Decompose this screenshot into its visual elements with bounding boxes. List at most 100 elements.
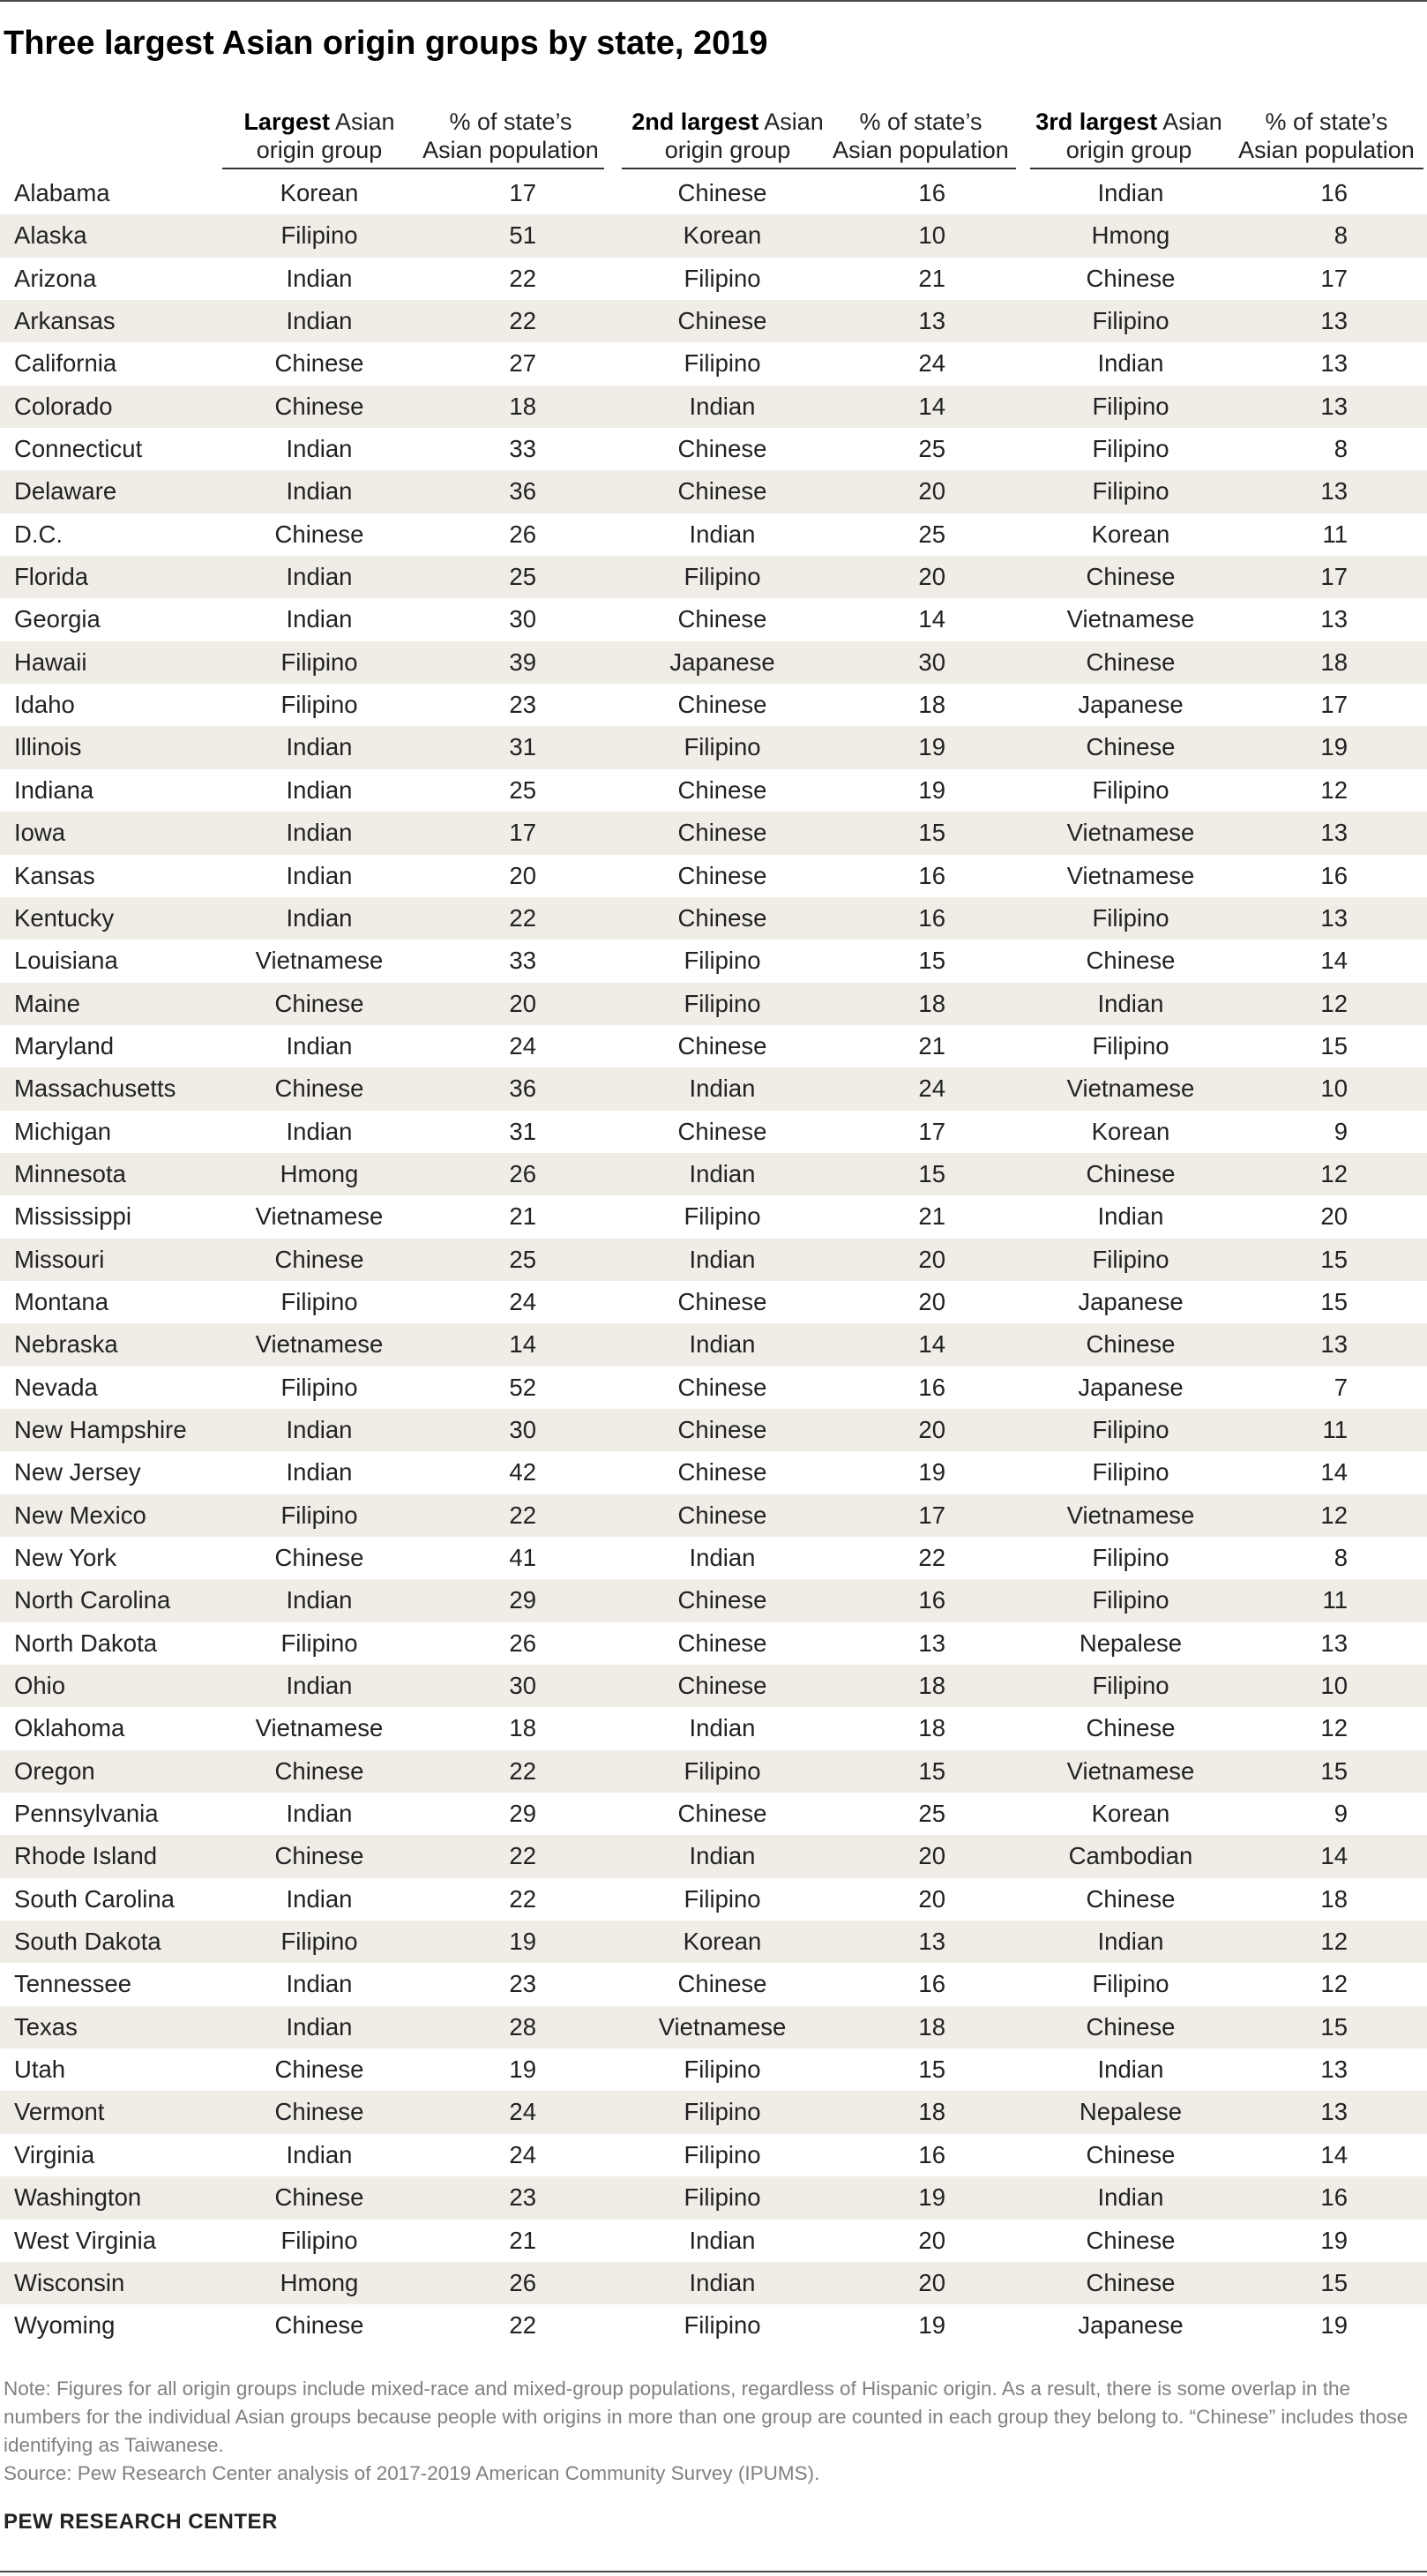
third-pct-cell: 14 <box>1320 1458 1348 1486</box>
header-second-pct-line1: % of state’s <box>859 109 982 135</box>
state-cell: Rhode Island <box>14 1842 158 1870</box>
third-group-cell: Chinese <box>1086 1884 1176 1913</box>
third-pct-cell: 13 <box>1320 1629 1348 1657</box>
bottom-rule <box>0 2571 1427 2572</box>
state-cell: Minnesota <box>14 1159 126 1187</box>
second-group-cell: Korean <box>683 221 762 250</box>
largest-pct-cell: 22 <box>509 1501 536 1529</box>
second-pct-cell: 20 <box>918 1245 945 1273</box>
largest-group-cell: Filipino <box>280 1373 358 1401</box>
largest-pct-cell: 18 <box>509 392 536 420</box>
largest-pct-cell: 22 <box>509 1884 536 1913</box>
largest-group-cell: Korean <box>280 179 359 206</box>
header-third-group: 3rd largest Asian origin group <box>1023 108 1235 178</box>
second-group-cell: Indian <box>689 392 756 420</box>
table-row: Nebraska Vietnamese 14 Indian 14 Chinese 13 <box>0 1323 1427 1367</box>
largest-group-cell: Chinese <box>274 392 364 420</box>
header-second-group-rest: Asian <box>758 109 824 135</box>
third-group-cell: Chinese <box>1086 563 1176 591</box>
second-pct-cell: 25 <box>918 435 945 463</box>
second-pct-cell: 21 <box>918 264 945 292</box>
table-row: California Chinese 27 Filipino 24 Indian 13 <box>0 342 1427 385</box>
table-row: Virginia Indian 24 Filipino 16 Chinese 14 <box>0 2134 1427 2176</box>
third-pct-cell: 19 <box>1320 2311 1348 2340</box>
second-pct-cell: 19 <box>918 2311 945 2340</box>
state-cell: New Jersey <box>14 1458 141 1486</box>
largest-group-cell: Filipino <box>280 691 358 719</box>
third-group-cell: Chinese <box>1086 264 1176 292</box>
state-cell: Maine <box>14 989 80 1017</box>
state-cell: New Mexico <box>14 1501 146 1529</box>
state-cell: South Carolina <box>14 1884 175 1913</box>
third-pct-cell: 13 <box>1320 903 1348 932</box>
third-group-cell: Nepalese <box>1079 1629 1183 1657</box>
third-pct-cell: 10 <box>1320 1672 1348 1700</box>
header-largest-pct: % of state’s Asian population <box>414 108 608 178</box>
third-group-cell: Filipino <box>1092 903 1169 932</box>
third-pct-cell: 8 <box>1334 221 1348 250</box>
third-group-cell: Chinese <box>1086 733 1176 761</box>
third-pct-cell: 13 <box>1320 477 1348 505</box>
third-group-cell: Filipino <box>1092 1970 1169 1998</box>
table-row: Alabama Korean 17 Chinese 16 Indian 16 <box>0 172 1427 214</box>
third-pct-cell: 17 <box>1320 691 1348 719</box>
third-pct-cell: 17 <box>1320 563 1348 591</box>
largest-group-cell: Indian <box>286 2012 353 2041</box>
second-pct-cell: 18 <box>918 691 945 719</box>
table-row: Tennessee Indian 23 Chinese 16 Filipino 12 <box>0 1963 1427 2005</box>
table-row: North Carolina Indian 29 Chinese 16 Filipino 1… <box>0 1579 1427 1622</box>
second-group-cell: Chinese <box>677 819 767 847</box>
third-group-cell: Vietnamese <box>1066 1075 1195 1103</box>
third-group-cell: Chinese <box>1086 648 1176 676</box>
second-group-cell: Chinese <box>677 1629 767 1657</box>
largest-group-cell: Indian <box>286 1586 353 1614</box>
largest-group-cell: Indian <box>286 1458 353 1486</box>
third-group-cell: Chinese <box>1086 2012 1176 2041</box>
second-pct-cell: 15 <box>918 947 945 975</box>
second-group-cell: Japanese <box>669 648 775 676</box>
largest-pct-cell: 31 <box>509 733 536 761</box>
largest-pct-cell: 26 <box>509 520 536 548</box>
state-cell: Ohio <box>14 1672 66 1700</box>
header-underline-largest <box>222 168 604 169</box>
header-second-group-bold: 2nd largest <box>631 109 759 135</box>
largest-pct-cell: 20 <box>509 861 536 889</box>
state-cell: Maryland <box>14 1031 115 1060</box>
third-group-cell: Vietnamese <box>1066 1756 1195 1785</box>
largest-group-cell: Indian <box>286 1031 353 1060</box>
largest-group-cell: Vietnamese <box>255 1202 384 1231</box>
second-group-cell: Korean <box>683 1928 762 1956</box>
second-group-cell: Chinese <box>677 1458 767 1486</box>
header-largest-group-line2: origin group <box>256 137 383 163</box>
largest-group-cell: Chinese <box>274 2183 364 2212</box>
second-group-cell: Filipino <box>684 2056 761 2084</box>
second-pct-cell: 20 <box>918 477 945 505</box>
second-pct-cell: 16 <box>918 861 945 889</box>
table-row: New Mexico Filipino 22 Chinese 17 Vietnamese 1… <box>0 1494 1427 1537</box>
third-pct-cell: 11 <box>1322 520 1348 548</box>
third-pct-cell: 13 <box>1320 307 1348 335</box>
table-row: New Jersey Indian 42 Chinese 19 Filipino 14 <box>0 1451 1427 1494</box>
largest-group-cell: Filipino <box>280 2226 358 2254</box>
largest-group-cell: Indian <box>286 819 353 847</box>
top-rule <box>0 0 1427 2</box>
largest-pct-cell: 21 <box>509 2226 536 2254</box>
table-row: Kentucky Indian 22 Chinese 16 Filipino 13 <box>0 896 1427 940</box>
second-pct-cell: 20 <box>918 2268 945 2296</box>
third-pct-cell: 18 <box>1320 1884 1348 1913</box>
largest-group-cell: Chinese <box>274 1544 364 1571</box>
table-row: Colorado Chinese 18 Indian 14 Filipino 13 <box>0 385 1427 429</box>
largest-group-cell: Chinese <box>274 1075 364 1103</box>
third-group-cell: Filipino <box>1092 1458 1169 1486</box>
third-pct-cell: 17 <box>1320 264 1348 292</box>
third-group-cell: Hmong <box>1091 221 1170 250</box>
state-cell: Florida <box>14 563 89 591</box>
second-group-cell: Chinese <box>677 1117 767 1145</box>
largest-pct-cell: 26 <box>509 2268 536 2296</box>
table-row: Mississippi Vietnamese 21 Filipino 21 Indian 2… <box>0 1195 1427 1238</box>
second-group-cell: Chinese <box>677 775 767 804</box>
third-pct-cell: 12 <box>1320 1501 1348 1529</box>
brand-logo-text: PEW RESEARCH CENTER <box>4 2510 278 2534</box>
largest-pct-cell: 23 <box>509 1970 536 1998</box>
third-group-cell: Japanese <box>1078 2311 1184 2340</box>
